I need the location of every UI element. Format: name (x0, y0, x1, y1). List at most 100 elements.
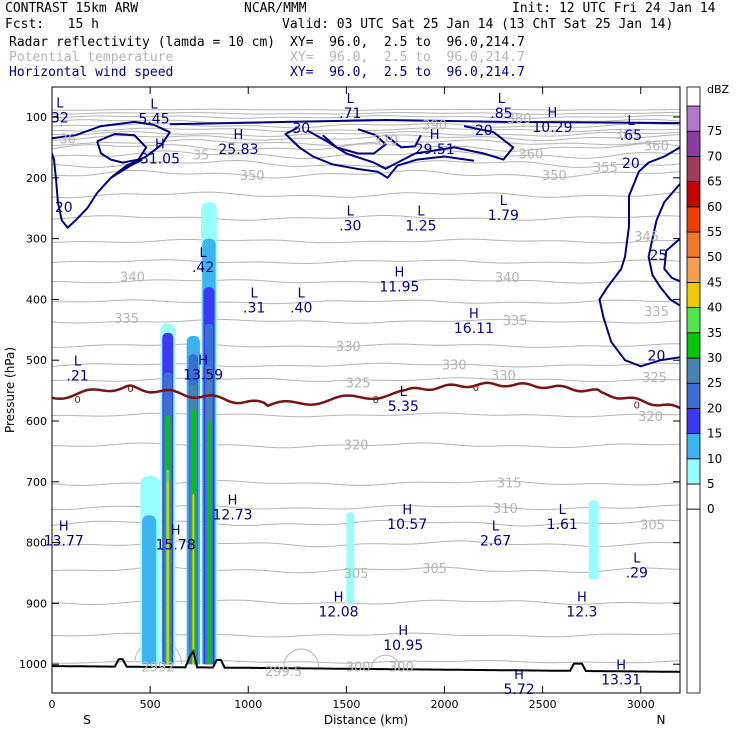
colorbar-swatch (686, 307, 701, 334)
y-tick-label: 1000 (19, 658, 47, 671)
y-tick-label: 900 (26, 597, 47, 610)
theta-contour-line (52, 134, 680, 142)
north-end-label: N (657, 713, 666, 727)
extremum-value-label: 25.83 (218, 142, 258, 158)
reflectivity-shading (140, 202, 599, 665)
theta-contour-line (52, 318, 680, 324)
theta-contour-label: 36 (59, 132, 76, 147)
extremum-value-label: 29.51 (415, 142, 455, 158)
theta-contour-label: 350 (240, 169, 265, 184)
extremum-type-label: H (171, 524, 181, 539)
wind-contour-line (96, 133, 148, 164)
colorbar-level-label: 15 (707, 427, 722, 441)
extremum-type-label: L (400, 385, 408, 400)
extremum-type-label: L (627, 114, 635, 129)
extremum-type-label: H (155, 138, 165, 153)
extremum-value-label: .40 (290, 301, 312, 317)
extremum-value-label: 12.3 (566, 605, 597, 621)
wind-contour-label: 25 (649, 248, 667, 264)
colorbar-swatch (686, 155, 701, 182)
theta-contour-label: 299.5 (265, 665, 302, 680)
center-label: NCAR/MMM (244, 1, 307, 16)
extremum-type-label: H (469, 307, 479, 322)
theta-contour-label: 300 (346, 661, 371, 676)
theta-contour-label: 330 (442, 358, 467, 373)
colorbar-swatch (686, 483, 701, 510)
wind-contour-label: 20 (55, 200, 73, 216)
terrain-line (52, 649, 680, 673)
theta-contour-line (52, 238, 680, 244)
theta-contour-label: 380 (507, 112, 532, 127)
wind-contour-line (110, 158, 143, 179)
y-tick-label: 300 (26, 233, 47, 246)
theta-contour-label: 365 (615, 128, 640, 143)
theta-contour-line (52, 362, 680, 368)
field-xy-reflectivity: XY= 96.0, 2.5 to 96.0,214.7 (290, 35, 525, 50)
extremum-type-label: H (334, 591, 344, 606)
colorbar-swatch (686, 256, 701, 283)
extremum-value-label: .21 (66, 369, 88, 385)
theta-contour-line (52, 169, 680, 179)
extremum-type-label: H (577, 591, 587, 606)
extremum-value-label: 11.95 (379, 279, 419, 295)
colorbar-level-label: 70 (707, 149, 722, 163)
extremum-type-label: L (347, 204, 355, 219)
theta-contour-line (52, 108, 680, 111)
theta-contour-label: 370 (373, 133, 398, 148)
extremum-value-label: 12.73 (213, 507, 253, 523)
theta-contour-line (52, 122, 680, 129)
colorbar-swatch (686, 433, 701, 460)
colorbar-swatch (686, 458, 701, 485)
extremum-type-label: H (430, 128, 440, 143)
theta-contour-label: 340 (120, 270, 145, 285)
reflectivity-cell-cyan (346, 512, 355, 604)
wind-contour-line (322, 128, 387, 155)
extremum-type-label: H (394, 265, 404, 280)
y-axis-label: Pressure (hPa) (3, 347, 17, 433)
theta-contour-line (52, 131, 680, 137)
theta-contour-label: 345 (634, 230, 659, 245)
colorbar-swatch (686, 281, 701, 308)
y-tick-label: 800 (26, 537, 47, 550)
theta-contour-label: 355 (593, 161, 618, 176)
x-tick-label: 3000 (627, 698, 655, 711)
x-tick-label: 0 (49, 698, 56, 711)
theta-contour-label: 330 (491, 369, 516, 384)
x-tick-label: 500 (140, 698, 161, 711)
extremum-value-label: 1.61 (547, 517, 578, 533)
theta-contour-label: 330 (336, 340, 361, 355)
theta-contour-label: 335 (503, 314, 528, 329)
theta-contour-line (52, 442, 680, 449)
field-name-reflectivity: Radar reflectivity (lamda = 10 cm) (9, 35, 276, 50)
field-name-wind: Horizontal wind speed (9, 65, 174, 80)
reflectivity-cell-green (207, 421, 211, 665)
freezing-level-label: 0 (373, 395, 379, 406)
extremum-type-label: L (498, 92, 506, 107)
extremum-type-label: H (402, 503, 412, 518)
colorbar-level-label: 50 (707, 250, 722, 264)
extremum-value-label: 10.95 (383, 638, 423, 654)
extremum-type-label: H (198, 353, 208, 368)
theta-contour-label: 300 (389, 661, 414, 676)
extremum-value-label: .31 (243, 301, 265, 317)
theta-contour-label: 310 (493, 502, 518, 517)
wind-contour-line (306, 125, 515, 170)
theta-contour-line (52, 115, 680, 119)
extremum-value-label: .30 (339, 218, 361, 234)
colorbar-swatch (686, 206, 701, 233)
extremum-type-label: L (417, 204, 425, 219)
extremum-type-label: L (633, 552, 641, 567)
colorbar-unit-label: dBZ (707, 83, 730, 96)
colorbar-level-label: 35 (707, 326, 722, 340)
extremum-type-label: L (251, 287, 259, 302)
theta-contour-line (370, 654, 401, 671)
extremum-value-label: 10.57 (387, 517, 427, 533)
colorbar-swatch (686, 407, 701, 434)
extremum-type-label: H (228, 493, 238, 508)
wind-contours (52, 119, 680, 368)
extremum-value-label: 32 (51, 110, 69, 126)
y-tick-label: 700 (26, 476, 47, 489)
reflectivity-cell-blue (142, 515, 157, 665)
theta-contour-label: 360 (518, 147, 543, 162)
theta-contour-line (52, 278, 680, 284)
